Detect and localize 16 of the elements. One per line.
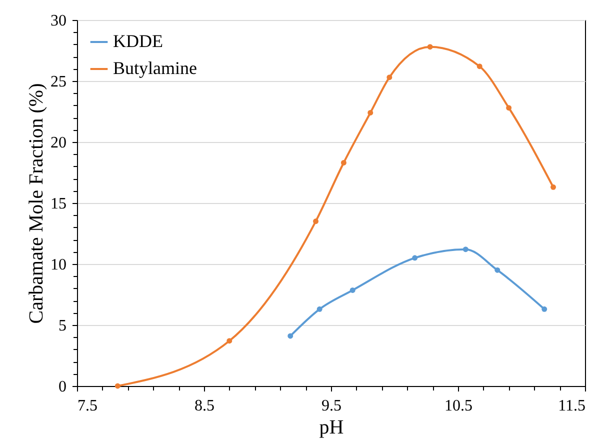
x-tick-label: 7.5 xyxy=(78,398,98,414)
y-tick-label: 15 xyxy=(50,196,66,212)
x-tick-label: 10.5 xyxy=(444,398,472,414)
y-tick-label: 0 xyxy=(58,378,66,396)
legend-label: Butylamine xyxy=(113,58,197,78)
y-tick-label: 5 xyxy=(58,318,66,334)
x-tick-label: 11.5 xyxy=(558,398,586,414)
x-tick-label: 9.5 xyxy=(322,398,342,414)
y-tick-label: 30 xyxy=(50,12,66,30)
x-tick-label: 8.5 xyxy=(194,398,214,414)
y-axis-title: Carbamate Mole Fraction (%) xyxy=(26,83,48,324)
x-axis-title: pH xyxy=(319,416,344,438)
y-tick-label: 20 xyxy=(50,134,66,152)
y-tick-label: 25 xyxy=(50,74,66,90)
y-tick-label: 10 xyxy=(50,256,66,274)
legend-label: KDDE xyxy=(113,31,163,51)
